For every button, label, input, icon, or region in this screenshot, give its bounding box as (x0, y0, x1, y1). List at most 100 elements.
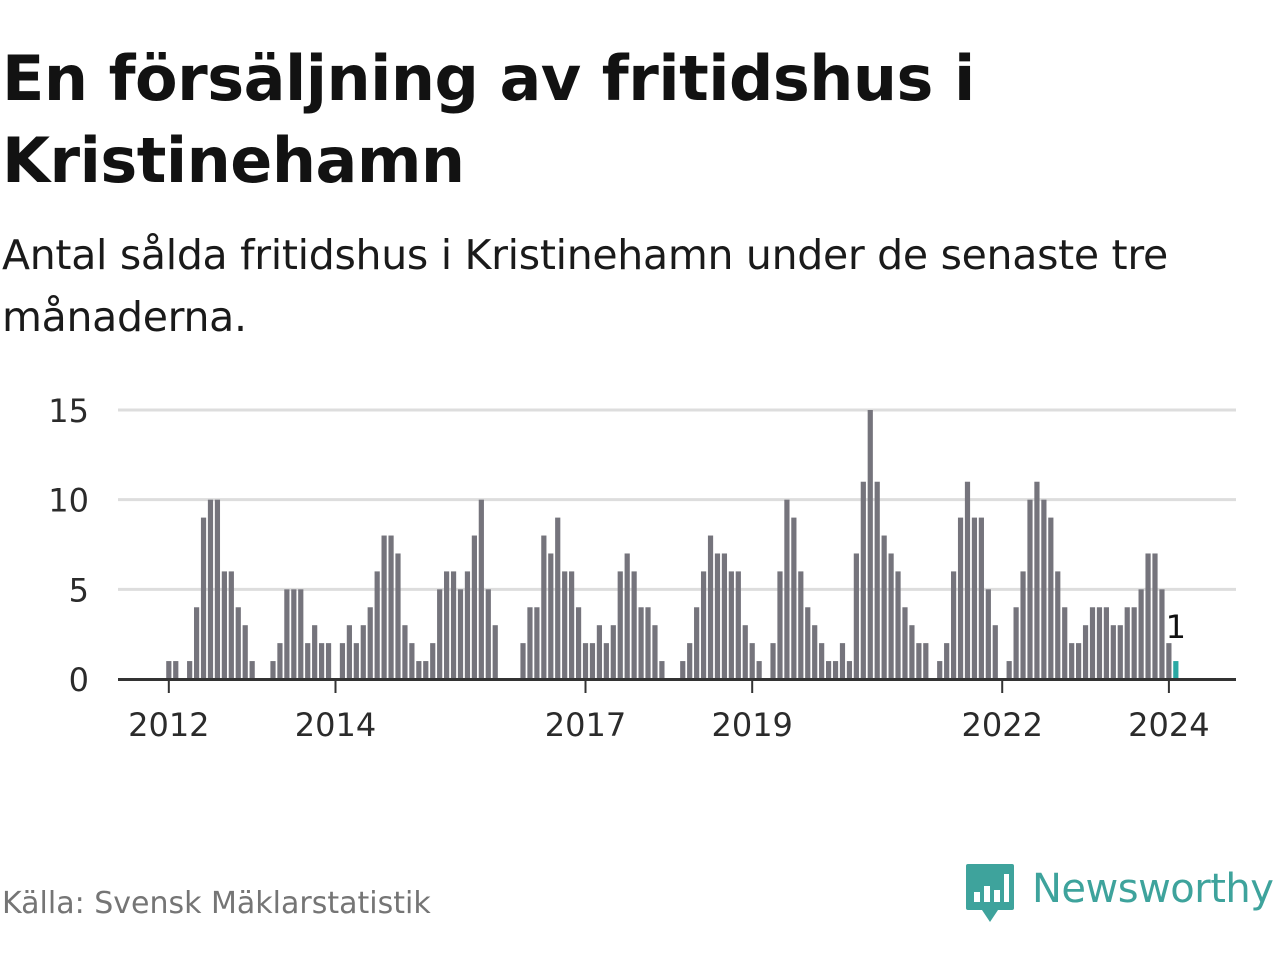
bar (319, 643, 325, 679)
bar (492, 625, 498, 679)
latest-value-label: 1 (1166, 608, 1186, 646)
bar (1103, 607, 1109, 679)
bar (728, 571, 734, 679)
bar (951, 571, 957, 679)
bar (707, 535, 714, 679)
bar (992, 625, 998, 679)
bar (798, 571, 804, 679)
bar (367, 607, 373, 679)
bar (291, 589, 297, 679)
bar (1013, 607, 1019, 679)
y-tick-label: 5 (69, 571, 89, 609)
bar (825, 661, 832, 679)
bar (305, 643, 311, 679)
bar (978, 517, 984, 679)
bar (819, 643, 825, 679)
bar (624, 553, 630, 679)
x-tick-label: 2019 (711, 706, 792, 744)
bar (450, 571, 457, 679)
x-tick-label: 2017 (545, 706, 626, 744)
bar (860, 481, 866, 679)
bar (402, 625, 408, 679)
bar (1131, 607, 1137, 679)
bar (444, 571, 450, 679)
y-tick-label: 0 (69, 661, 89, 699)
bar (596, 625, 603, 679)
bar (277, 643, 283, 679)
bar (742, 625, 748, 679)
bar (694, 607, 700, 679)
bar (735, 571, 741, 679)
bar (582, 643, 589, 679)
bar (687, 643, 693, 679)
bar (541, 535, 547, 679)
bar (173, 661, 179, 679)
bar (575, 607, 582, 679)
bar (610, 625, 616, 679)
bar (1138, 589, 1144, 679)
x-tick-label: 2014 (295, 706, 376, 744)
bar (381, 535, 387, 679)
bar (471, 535, 477, 679)
y-tick-label: 15 (48, 392, 89, 430)
bar (1006, 661, 1012, 679)
bar (1048, 517, 1054, 679)
bar (1055, 571, 1061, 679)
bar (812, 625, 818, 679)
bar (874, 481, 880, 679)
bar (534, 607, 540, 679)
bar (902, 607, 908, 679)
bar (805, 607, 811, 679)
bar (1089, 607, 1096, 679)
bar (569, 571, 575, 679)
bar (464, 571, 471, 679)
bar (1069, 643, 1075, 679)
bar (957, 517, 964, 679)
bar (888, 553, 894, 679)
bar (895, 571, 901, 679)
bar (784, 499, 790, 679)
bar (374, 571, 380, 679)
bar (298, 589, 304, 679)
chart-subtitle: Antal sålda fritidshus i Kristinehamn un… (2, 231, 1168, 341)
bar (1166, 643, 1172, 679)
bar (1152, 553, 1158, 679)
newsworthy-brand: Newsworthy (964, 862, 1274, 926)
bar (756, 661, 762, 679)
bar (339, 643, 346, 679)
bar (867, 410, 873, 679)
bar (944, 643, 950, 679)
bar (832, 661, 839, 679)
bar (555, 517, 561, 679)
bar (187, 661, 193, 679)
bar (395, 553, 401, 679)
bar (645, 607, 651, 679)
bar (631, 571, 637, 679)
y-tick-label: 10 (48, 482, 89, 520)
bar (721, 553, 728, 679)
bar (638, 607, 644, 679)
bar (1117, 625, 1123, 679)
bar (325, 643, 332, 679)
bar (284, 589, 290, 679)
bar (1062, 607, 1068, 679)
bar (714, 553, 721, 679)
bar (194, 607, 200, 679)
chart-title: En försäljning av fritidshus i Kristineh… (2, 42, 975, 197)
bar (409, 643, 415, 679)
bar (1020, 571, 1026, 679)
bar (207, 499, 214, 679)
bar (353, 643, 359, 679)
bar (770, 643, 776, 679)
bar (200, 517, 207, 679)
bar (520, 643, 526, 679)
bar (916, 643, 922, 679)
source-note: Källa: Svensk Mäklarstatistik (2, 886, 431, 921)
bar (777, 571, 783, 679)
bar (964, 481, 971, 679)
bar (312, 625, 318, 679)
bar (416, 661, 422, 679)
bar (221, 571, 227, 679)
bar (971, 517, 978, 679)
bar (242, 625, 248, 679)
